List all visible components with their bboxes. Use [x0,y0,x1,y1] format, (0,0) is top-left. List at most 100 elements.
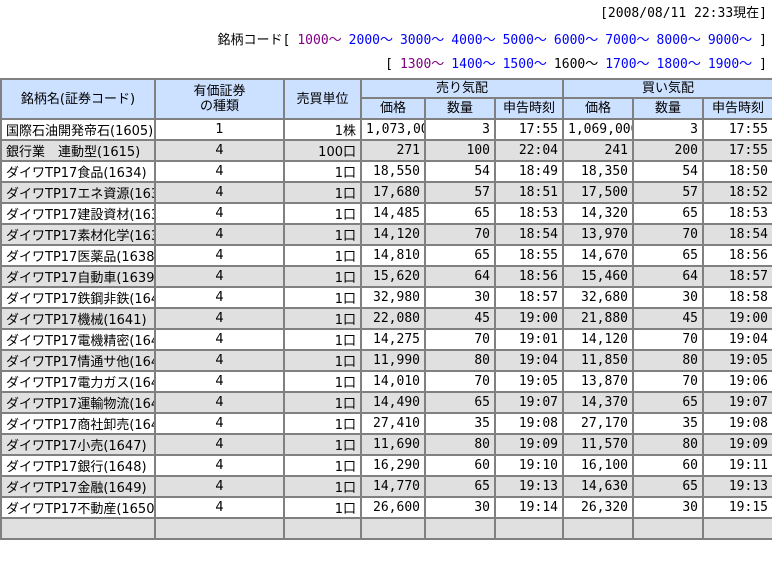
cell-security-type: 4 [154,223,285,246]
code-link-1900[interactable]: 1900～ [707,57,753,72]
code-link-5000[interactable]: 5000～ [502,33,547,48]
table-row: ダイワTP17電力ガス(1644)41口14,0107019:0513,8707… [0,370,772,393]
cell-security-type: 4 [154,475,285,498]
cell-buy-time: 17:55 [702,118,772,141]
cell-sell-quantity: 30 [424,496,496,519]
table-row: ダイワTP17エネ資源(1635)41口17,6805718:5117,5005… [0,181,772,204]
cell-buy-quantity: 65 [632,244,704,267]
cell-buy-price: 27,170 [562,412,634,435]
code-link-2000[interactable]: 2000～ [348,33,393,48]
cell-security-type: 4 [154,412,285,435]
cell-buy-quantity: 54 [632,160,704,183]
code-link-7000[interactable]: 7000～ [605,33,650,48]
cell-buy-time: 18:54 [702,223,772,246]
col-header-security-type-line1: 有価証券 [193,84,246,99]
cell-buy-time: 18:52 [702,181,772,204]
cell-trading-unit: 1口 [283,181,362,204]
table-row: ダイワTP17銀行(1648) 4 1口 16,290 60 19:10 16,100 60 1… [0,454,772,477]
cell-stock-name [0,517,156,540]
cell-buy-time: 19:04 [702,328,772,351]
cell-security-type: 4 [154,496,285,519]
cell-sell-price: 17,680 [360,181,426,204]
code-link-3000[interactable]: 3000～ [399,33,445,48]
topbar: [2008/08/11 22:33現在] 銘柄コード[1000～ 2000～ 300… [0,0,772,73]
cell-buy-price: 14,320 [562,202,634,225]
cell-sell-quantity: 80 [424,349,496,372]
cell-sell-time: 19:00 [494,307,564,330]
table-row: ダイワTP17食品(1634) 4 1口 18,550 54 18:49 18,350 54 1… [0,160,772,183]
table-row: ダイワTP17商社卸売(1646)41口27,4103519:0827,1703… [0,412,772,435]
cell-stock-name: ダイワTP17小売(1647) [0,433,156,456]
code-link-1800[interactable]: 1800～ [656,57,701,72]
code-link-1300[interactable]: 1300～ [399,57,445,72]
cell-stock-name: ダイワTP17自動車(1639) [0,265,156,288]
table-row: ダイワTP17情通サ他(1643)41口11,9908019:0411,8508… [0,349,772,372]
cell-buy-price: 16,100 [562,454,634,477]
cell-security-type: 4 [154,202,285,225]
cell-trading-unit: 1口 [283,202,362,225]
code-link-1000[interactable]: 1000～ [297,33,342,48]
cell-buy-price: 26,320 [562,496,634,519]
cell-buy-quantity: 200 [632,139,704,162]
col-header-stock-name: 銘柄名(証券コード) [0,78,156,120]
cell-buy-quantity: 65 [632,202,704,225]
cell-buy-time [702,517,772,540]
cell-sell-price [360,517,426,540]
cell-sell-price: 14,275 [360,328,426,351]
cell-buy-time: 18:58 [702,286,772,309]
cell-sell-price: 26,600 [360,496,426,519]
cell-buy-quantity: 30 [632,496,704,519]
cell-trading-unit: 1口 [283,391,362,414]
cell-buy-price: 14,120 [562,328,634,351]
cell-sell-time: 19:05 [494,370,564,393]
cell-trading-unit: 100口 [283,139,362,162]
code-link-9000[interactable]: 9000～ [707,33,753,48]
cell-trading-unit: 1口 [283,223,362,246]
cell-sell-time: 18:54 [494,223,564,246]
cell-sell-price: 16,290 [360,454,426,477]
cell-sell-quantity: 60 [424,454,496,477]
cell-buy-quantity: 45 [632,307,704,330]
code-link-4000[interactable]: 4000～ [451,33,496,48]
cell-sell-time: 18:53 [494,202,564,225]
cell-sell-time: 19:09 [494,433,564,456]
cell-buy-time: 19:07 [702,391,772,414]
cell-sell-quantity [424,517,496,540]
cell-sell-price: 11,690 [360,433,426,456]
cell-security-type: 4 [154,265,285,288]
cell-buy-time: 18:57 [702,265,772,288]
cell-security-type: 4 [154,181,285,204]
cell-sell-time: 19:01 [494,328,564,351]
cell-security-type: 4 [154,244,285,267]
cell-stock-name: 銀行業 連動型(1615) [0,139,156,162]
code-link-1500[interactable]: 1500～ [502,57,547,72]
code-link-8000[interactable]: 8000～ [656,33,701,48]
cell-buy-price: 32,680 [562,286,634,309]
cell-stock-name: ダイワTP17運輸物流(1645) [0,391,156,414]
cell-buy-quantity: 3 [632,118,704,141]
cell-sell-quantity: 35 [424,412,496,435]
cell-security-type: 4 [154,349,285,372]
cell-sell-time: 19:10 [494,454,564,477]
cell-security-type: 4 [154,286,285,309]
table-row: ダイワTP17素材化学(1637)41口14,1207018:5413,9707… [0,223,772,246]
cell-trading-unit: 1口 [283,433,362,456]
code-link-1400[interactable]: 1400～ [451,57,496,72]
table-row: ダイワTP17金融(1649) 4 1口 14,770 65 19:13 14,630 65 1… [0,475,772,498]
cell-sell-quantity: 100 [424,139,496,162]
cell-trading-unit: 1口 [283,328,362,351]
cell-sell-time: 18:49 [494,160,564,183]
code-link-6000[interactable]: 6000～ [553,33,599,48]
cell-buy-quantity: 70 [632,223,704,246]
cell-stock-name: 国際石油開発帝石(1605) [0,118,156,141]
code-link-1700[interactable]: 1700～ [605,57,650,72]
cell-trading-unit: 1口 [283,475,362,498]
bracket-close: ] [759,57,767,72]
cell-trading-unit: 1口 [283,412,362,435]
cell-buy-quantity [632,517,704,540]
cell-buy-price: 13,870 [562,370,634,393]
cell-sell-time: 18:57 [494,286,564,309]
cell-trading-unit: 1口 [283,244,362,267]
cell-sell-quantity: 30 [424,286,496,309]
code-link-1600: 1600～ [553,57,599,72]
